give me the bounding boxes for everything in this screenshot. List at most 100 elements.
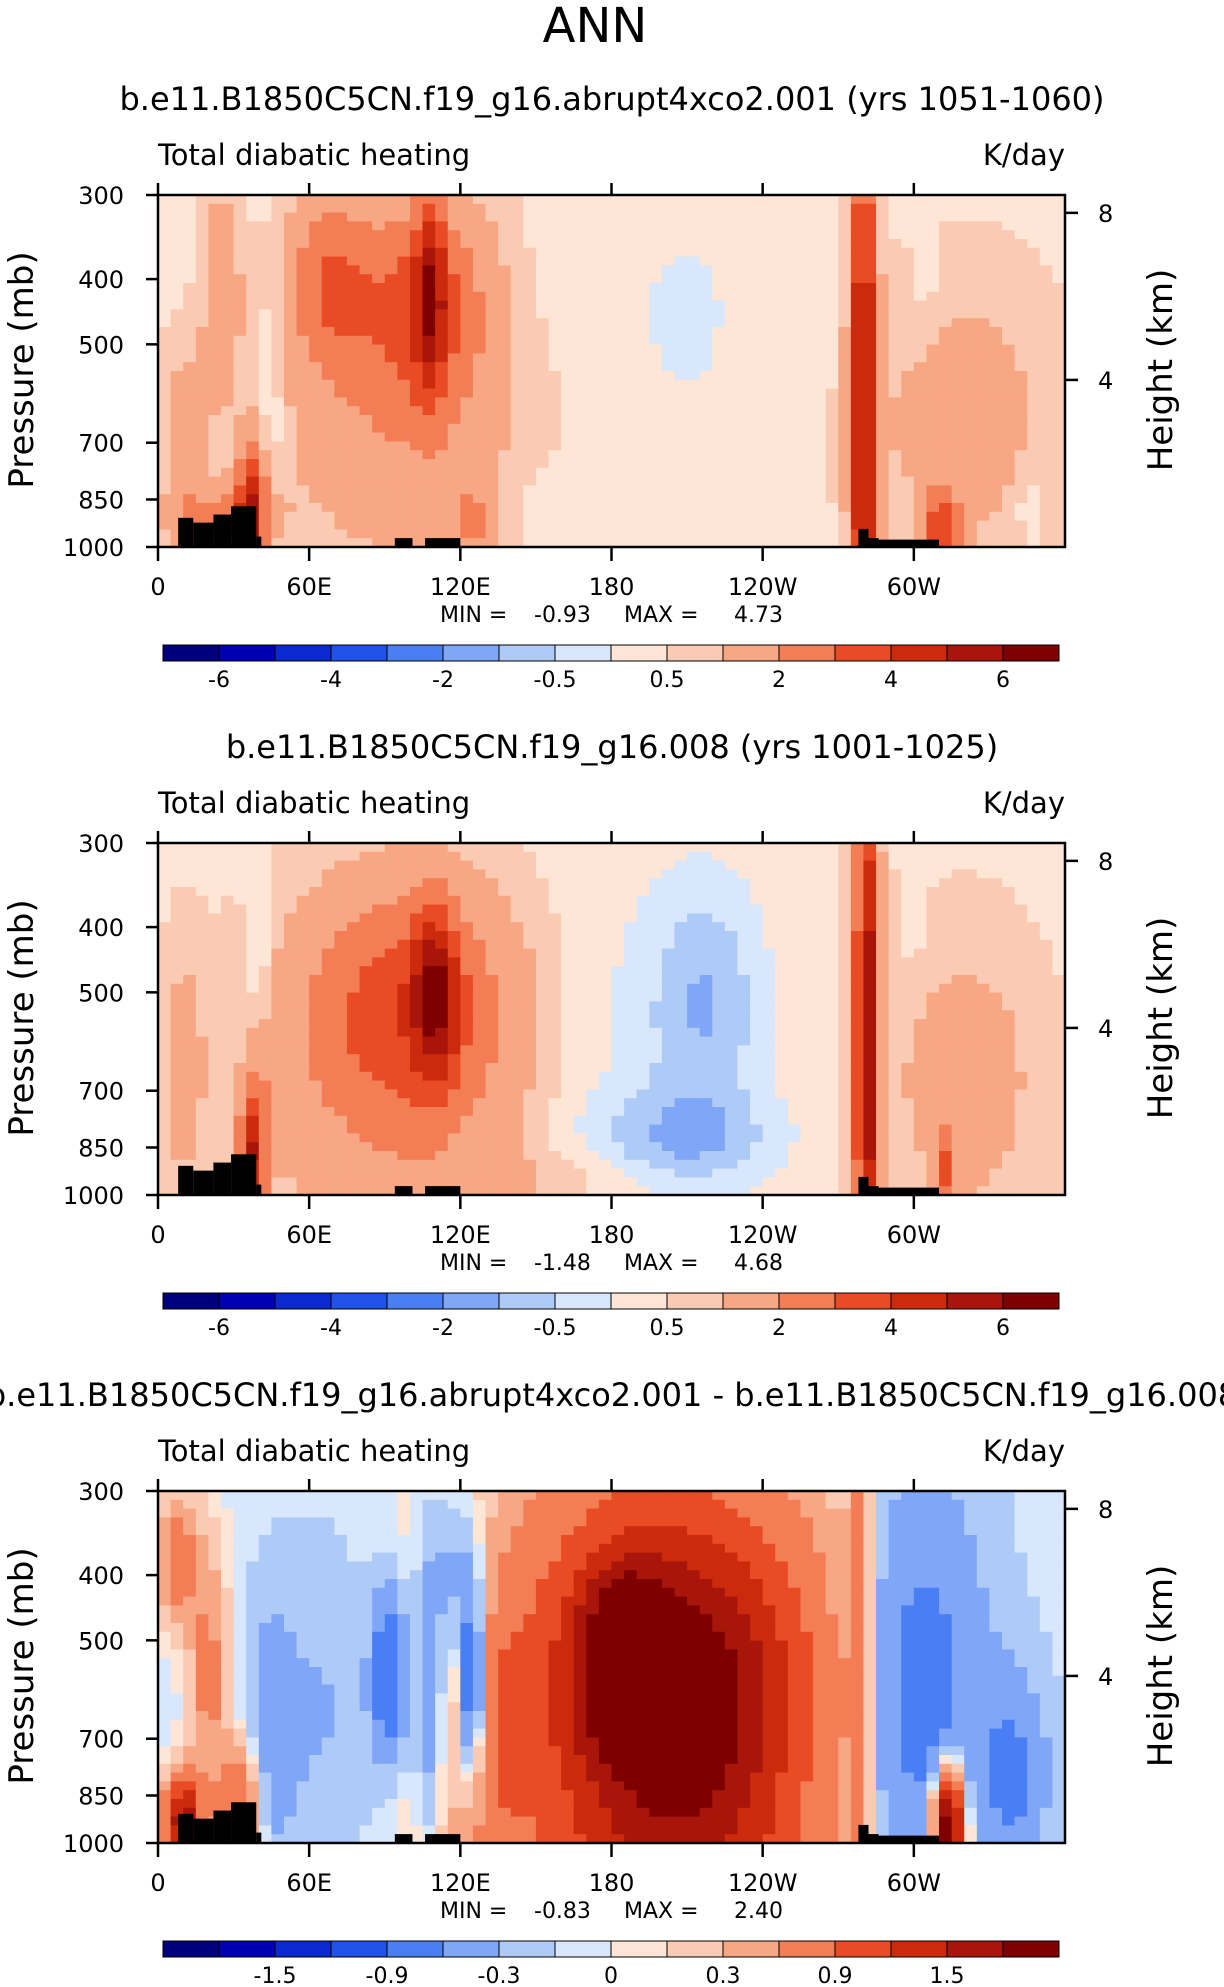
heatmap-cell — [548, 485, 562, 495]
heatmap-cell — [472, 362, 487, 372]
heatmap-cell — [220, 388, 235, 398]
heatmap-cell — [598, 291, 613, 302]
heatmap-cell — [472, 265, 487, 275]
heatmap-cell — [422, 379, 436, 390]
heatmap-cell — [372, 406, 386, 416]
heatmap-cell — [951, 869, 965, 879]
heatmap-cell — [1039, 948, 1054, 958]
heatmap-cell — [787, 992, 802, 1002]
heatmap-cell — [422, 948, 436, 958]
heatmap-cell — [158, 203, 172, 214]
heatmap-cell — [233, 948, 247, 958]
heatmap-cell — [359, 1019, 373, 1029]
heatmap-cell — [158, 922, 172, 932]
heatmap-cell — [1014, 966, 1028, 976]
heatmap-cell — [246, 467, 260, 478]
heatmap-cell — [724, 1019, 739, 1029]
heatmap-cell — [183, 957, 197, 967]
heatmap-cell — [687, 467, 701, 478]
heatmap-cell — [775, 274, 789, 284]
heatmap-cell — [409, 503, 424, 513]
heatmap-cell — [510, 1010, 524, 1020]
heatmap-cell — [283, 379, 298, 390]
heatmap-cell — [850, 869, 865, 879]
heatmap-cell — [598, 922, 613, 932]
heatmap-cell — [535, 939, 550, 950]
heatmap-cell — [636, 335, 650, 346]
heatmap-cell — [863, 265, 877, 275]
heatmap-cell — [246, 485, 260, 495]
heatmap-cell — [510, 423, 524, 434]
heatmap-cell — [498, 459, 512, 469]
heatmap-cell — [724, 362, 739, 372]
heatmap-cell — [838, 992, 852, 1002]
heatmap-cell — [674, 860, 688, 870]
heatmap-cell — [409, 939, 424, 950]
heatmap-cell — [309, 843, 323, 853]
heatmap-cell — [283, 1010, 298, 1020]
heatmap-cell — [158, 441, 172, 451]
heatmap-cell — [636, 887, 650, 897]
heatmap-cell — [309, 450, 323, 460]
heatmap-cell — [850, 485, 865, 495]
heatmap-cell — [838, 869, 852, 879]
heatmap-cell — [372, 1036, 386, 1046]
heatmap-cell — [636, 1045, 650, 1055]
heatmap-cell — [498, 1010, 512, 1020]
heatmap-cell — [1002, 485, 1016, 495]
heatmap-cell — [813, 300, 827, 310]
heatmap-cell — [258, 843, 272, 853]
heatmap-cell — [1039, 1010, 1054, 1020]
heatmap-cell — [271, 878, 285, 888]
heatmap-cell — [838, 538, 852, 547]
heatmap-cell — [775, 1071, 789, 1082]
heatmap-cell — [220, 843, 235, 853]
heatmap-cell — [283, 247, 298, 258]
heatmap-cell — [800, 291, 814, 302]
heatmap-cell — [649, 843, 663, 853]
heatmap-cell — [561, 1054, 575, 1064]
heatmap-cell — [296, 966, 310, 976]
colorbar-swatch — [834, 644, 892, 662]
heatmap-cell — [334, 1036, 348, 1046]
heatmap-cell — [951, 1010, 965, 1020]
heatmap-cell — [435, 432, 449, 442]
heatmap-cell — [951, 485, 965, 495]
heatmap-cell — [863, 957, 877, 967]
heatmap-cell — [158, 948, 172, 958]
heatmap-cell — [813, 520, 827, 530]
heatmap-cell — [661, 397, 676, 407]
heatmap-cell — [913, 362, 928, 372]
heatmap-cell — [460, 450, 474, 460]
heatmap-cell — [271, 485, 285, 495]
heatmap-cell — [825, 467, 839, 478]
heatmap-cell — [636, 1010, 650, 1020]
heatmap-cell — [523, 1027, 537, 1038]
heatmap-cell — [309, 948, 323, 958]
heatmap-cell — [485, 529, 499, 539]
heatmap-cell — [939, 203, 953, 214]
heatmap-cell — [850, 1010, 865, 1020]
heatmap-cell — [1027, 1063, 1041, 1073]
heatmap-cell — [636, 1080, 650, 1090]
heatmap-cell — [384, 1054, 398, 1064]
heatmap-cell — [989, 371, 1003, 381]
heatmap-cell — [813, 887, 827, 897]
heatmap-cell — [850, 975, 865, 985]
heatmap-cell — [724, 538, 739, 547]
heatmap-cell — [195, 371, 209, 381]
heatmap-cell — [246, 1010, 260, 1020]
heatmap-cell — [863, 441, 877, 451]
heatmap-cell — [687, 415, 701, 425]
heatmap-cell — [598, 397, 613, 407]
heatmap-cell — [800, 904, 814, 914]
heatmap-cell — [712, 335, 726, 346]
heatmap-cell — [309, 300, 323, 310]
heatmap-cell — [624, 1054, 638, 1064]
heatmap-cell — [283, 274, 298, 284]
heatmap-cell — [1014, 362, 1028, 372]
heatmap-cell — [346, 922, 361, 932]
heatmap-cell — [321, 887, 335, 897]
heatmap-cell — [951, 851, 965, 862]
heatmap-cell — [649, 247, 663, 258]
